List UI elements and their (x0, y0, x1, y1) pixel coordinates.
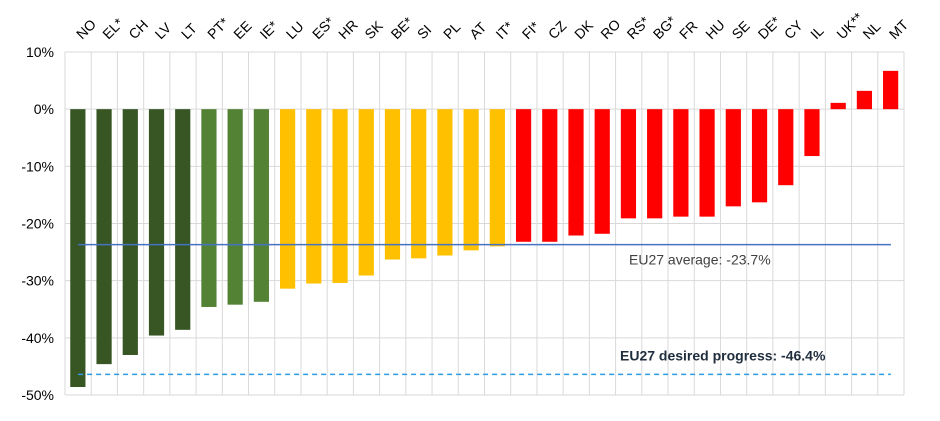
bar-lt (175, 109, 191, 330)
eu27-average-label: EU27 average: -23.7% (629, 252, 771, 268)
x-tick-label: ES* (309, 13, 338, 42)
x-tick-label: SE (728, 18, 753, 43)
eu27-desired-progress-label: EU27 desired progress: -46.4% (620, 347, 826, 363)
x-tick-label: NO (73, 16, 99, 42)
x-tick-label: IT* (492, 18, 516, 42)
y-axis: 10% 0% -10% -20% -30% -40% -50% (21, 44, 54, 403)
bar-lu (279, 109, 296, 289)
bar-fi (515, 109, 532, 242)
x-tick-label: SI (414, 21, 435, 42)
bar-pt (201, 109, 217, 307)
x-tick-label: HR (335, 16, 361, 42)
bars (70, 70, 899, 387)
bar-mt (883, 70, 899, 110)
x-tick-label: PT* (204, 14, 232, 42)
y-tick-label: 0% (34, 101, 54, 117)
x-tick-label: DE* (755, 13, 784, 42)
y-tick-label: -20% (21, 216, 54, 232)
bar-es (306, 109, 322, 284)
x-tick-label: CH (125, 16, 151, 42)
bar-ie (253, 109, 269, 302)
bar-cz (542, 109, 558, 242)
bar-bg (647, 109, 663, 219)
bar-el (96, 109, 112, 365)
bar-hr (332, 109, 348, 283)
bar-it (489, 109, 505, 247)
x-tick-label: IL (807, 22, 827, 42)
grid (64, 51, 905, 396)
x-tick-label: BE* (388, 13, 417, 42)
x-tick-label: CY (781, 17, 807, 43)
bar-hu (699, 109, 715, 217)
bar-si (411, 109, 427, 259)
x-tick-label: DK (571, 17, 597, 43)
x-tick-label: EL* (99, 14, 127, 42)
x-tick-label: UK** (833, 9, 866, 42)
y-tick-label: -30% (21, 273, 54, 289)
bar-pl (437, 109, 453, 256)
x-tick-label: MT (886, 16, 912, 42)
y-tick-label: -40% (21, 330, 54, 346)
bar-ch (122, 109, 138, 355)
x-tick-label: IE* (256, 17, 281, 42)
x-tick-label: RO (597, 16, 623, 42)
bar-ee (227, 109, 243, 305)
bar-fr (673, 109, 689, 217)
x-tick-label: RS* (624, 13, 653, 42)
y-tick-label: 10% (26, 44, 54, 60)
reference-lines: EU27 average: -23.7% EU27 desired progres… (78, 243, 891, 376)
x-tick-label: LU (283, 18, 307, 42)
bar-ro (594, 109, 610, 234)
x-tick-label: LV (152, 19, 175, 42)
y-tick-label: -50% (21, 387, 54, 403)
x-tick-label: FI* (519, 18, 543, 42)
x-tick-label: FR (676, 18, 701, 43)
x-tick-label: PL (440, 19, 464, 43)
bar-nl (856, 90, 873, 110)
bar-at (463, 109, 479, 251)
bar-no (70, 109, 86, 387)
bar-dk (568, 109, 584, 236)
x-tick-label: SK (361, 17, 386, 42)
x-tick-label: BG* (650, 12, 680, 42)
bar-il (804, 109, 820, 157)
bar-be (384, 109, 401, 260)
bar-lv (148, 109, 165, 336)
x-tick-label: CZ (545, 17, 570, 42)
bar-se (725, 109, 741, 207)
bar-sk (358, 109, 374, 276)
x-tick-label: AT (466, 19, 490, 43)
y-tick-label: -10% (21, 158, 54, 174)
bar-uk (830, 102, 846, 110)
bar-de (751, 109, 768, 203)
x-tick-label: HU (702, 16, 728, 42)
x-tick-label: EE (230, 18, 255, 43)
x-axis-labels: NO EL*CH LV LT PT*EE IE* LU ES*HR SK BE*SI PL AT IT*… (73, 9, 912, 42)
bar-rs (620, 109, 637, 219)
bar-cy (778, 109, 794, 186)
x-tick-label: LT (178, 20, 200, 42)
